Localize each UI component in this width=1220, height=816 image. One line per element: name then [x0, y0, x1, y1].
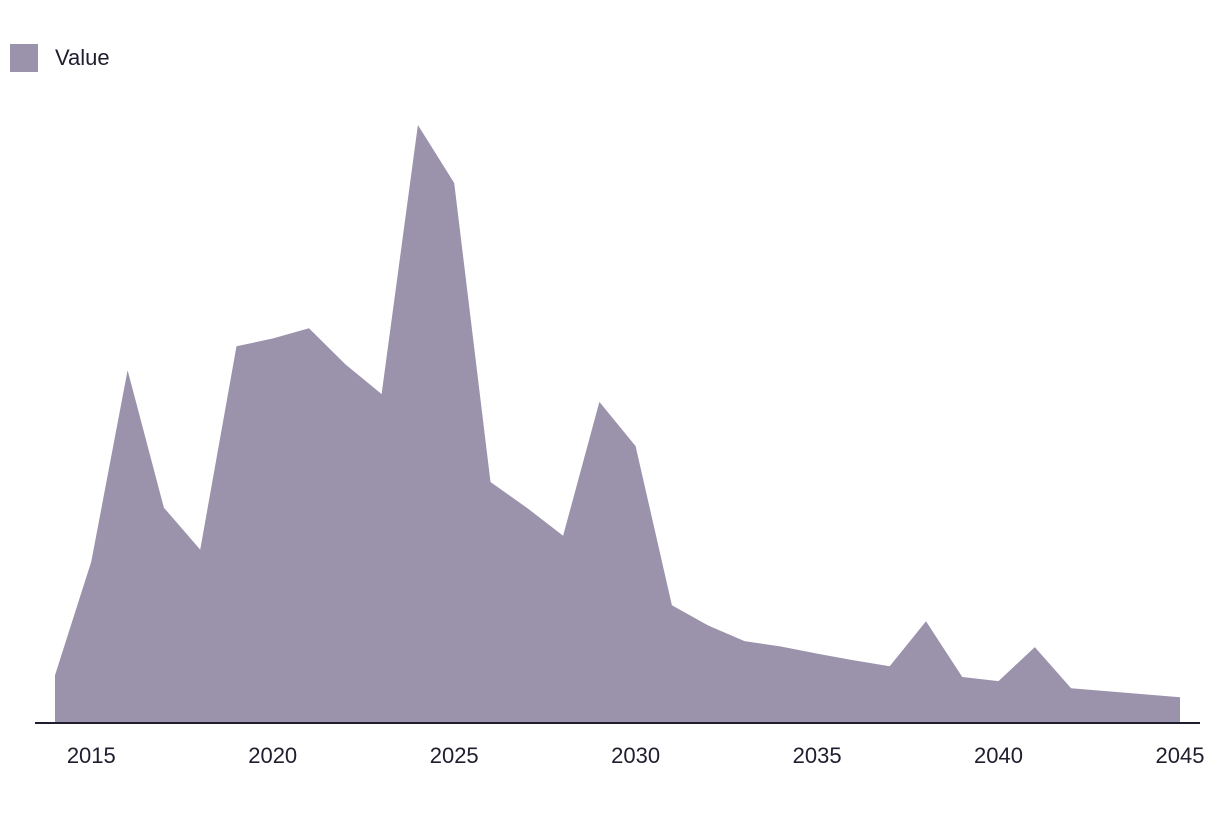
x-axis-tick-labels: 2015 2020 2025 2030 2035 2040 2045	[67, 743, 1205, 768]
area-series-value	[55, 125, 1180, 723]
legend-swatch-value	[10, 44, 38, 72]
chart-legend: Value	[10, 44, 110, 72]
x-tick-label-2020: 2020	[248, 743, 297, 768]
series-areas	[55, 125, 1180, 723]
x-tick-label-2015: 2015	[67, 743, 116, 768]
x-tick-label-2040: 2040	[974, 743, 1023, 768]
x-tick-label-2025: 2025	[430, 743, 479, 768]
x-tick-label-2030: 2030	[611, 743, 660, 768]
legend-label-value: Value	[55, 45, 110, 70]
x-tick-label-2035: 2035	[793, 743, 842, 768]
x-tick-label-2045: 2045	[1156, 743, 1205, 768]
